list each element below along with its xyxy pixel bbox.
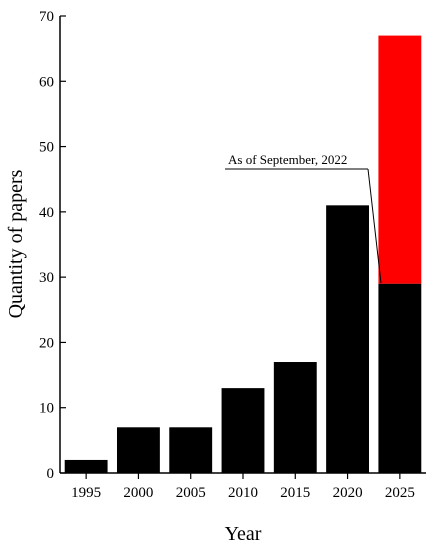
y-tick-label: 50	[39, 140, 54, 156]
y-tick-label: 40	[39, 205, 54, 221]
bar-2000-series-1	[116, 427, 160, 473]
bar-2025-series-2	[378, 35, 422, 284]
y-tick-label: 20	[39, 335, 54, 351]
y-tick-label: 0	[47, 466, 55, 482]
x-tick-label: 1995	[71, 485, 101, 501]
y-tick-label: 70	[39, 9, 54, 25]
bar-2010-series-1	[221, 388, 265, 473]
x-axis-title: Year	[225, 523, 262, 545]
x-tick-label: 2005	[176, 485, 206, 501]
x-tick-label: 2025	[385, 485, 415, 501]
bar-2025-series-1	[378, 283, 422, 473]
bar-2005-series-1	[169, 427, 213, 473]
x-ticks-group: 1995 2000 2005 2010 2015 2020 2025	[71, 473, 415, 501]
bars-group	[64, 35, 422, 474]
annotation-text: As of September, 2022	[228, 152, 347, 167]
y-axis-title: Quantity of papers	[5, 169, 27, 318]
bar-2015-series-1	[273, 362, 317, 473]
y-ticks-group: 0 10 20 30 40 50 60 70	[39, 9, 66, 482]
annotation-group: As of September, 2022	[225, 152, 382, 284]
annotation-leader-diagonal	[367, 168, 382, 284]
x-tick-label: 2010	[228, 485, 258, 501]
bar-1995-series-1	[64, 459, 108, 473]
x-tick-label: 2000	[123, 485, 153, 501]
y-tick-label: 60	[39, 74, 54, 90]
y-tick-label: 30	[39, 270, 54, 286]
bar-2020-series-1	[326, 205, 370, 474]
y-tick-label: 10	[39, 401, 54, 417]
x-tick-label: 2020	[333, 485, 363, 501]
x-tick-label: 2015	[280, 485, 310, 501]
